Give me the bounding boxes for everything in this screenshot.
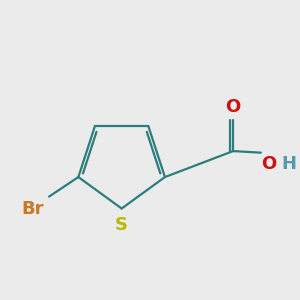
Text: O: O	[226, 98, 241, 116]
Text: O: O	[261, 155, 276, 173]
Text: S: S	[115, 216, 128, 234]
Text: Br: Br	[22, 200, 44, 218]
Text: H: H	[281, 155, 296, 173]
